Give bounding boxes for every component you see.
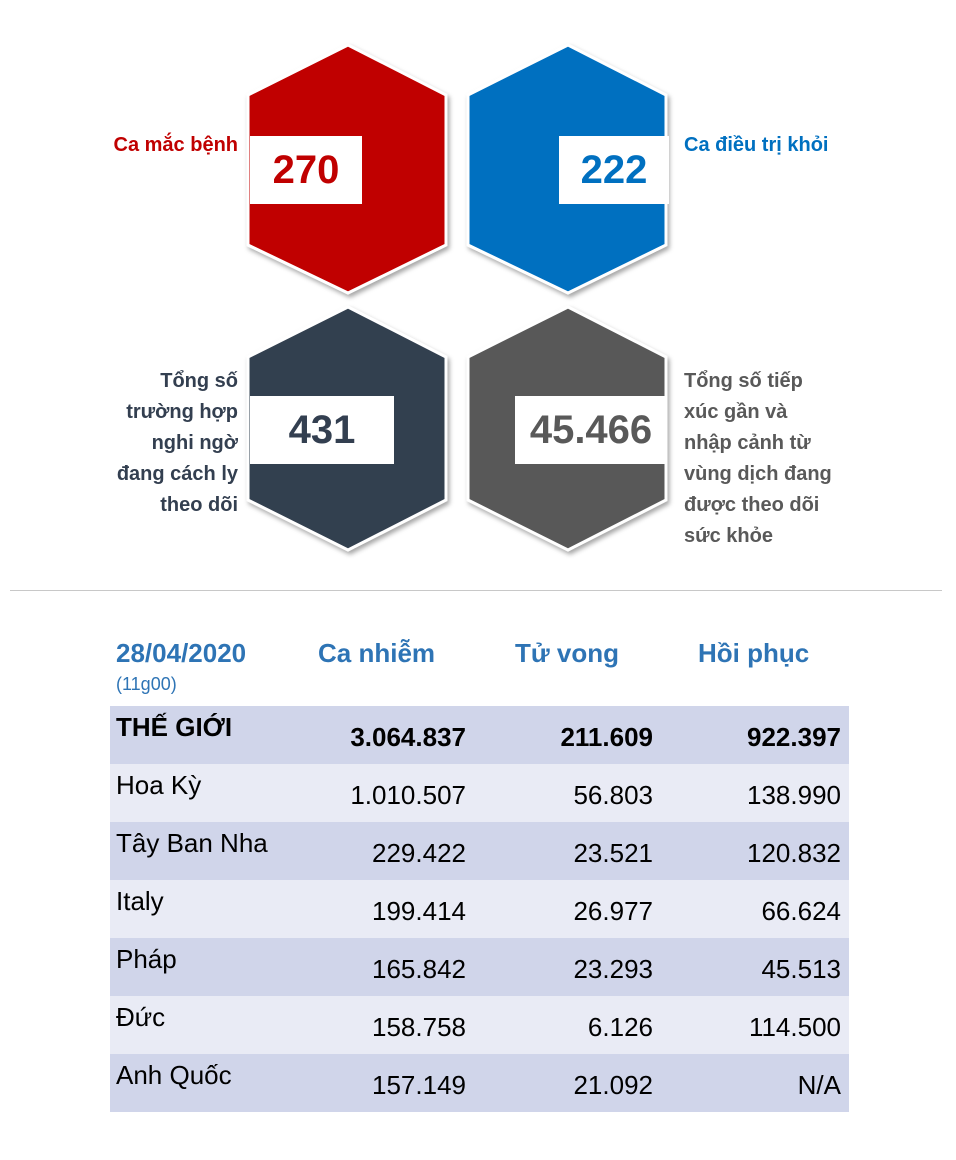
- recovered-cell: 114.500: [748, 1012, 841, 1042]
- suspected-label-line: theo dõi: [160, 494, 238, 516]
- suspected-value: 431: [250, 396, 394, 464]
- header-cases: Ca nhiễm: [318, 638, 436, 668]
- table-row: Đức 158.758 6.126 114.500: [110, 996, 849, 1054]
- deaths-cell: 211.609: [560, 722, 653, 752]
- cases-value: 270: [250, 136, 362, 204]
- cases-cell: 229.422: [372, 838, 466, 868]
- cases-cell: 165.842: [372, 954, 466, 984]
- table-row: Italy 199.414 26.977 66.624: [110, 880, 849, 938]
- country-name: Tây Ban Nha: [116, 828, 268, 858]
- suspected-label: Tổng số trường hợp nghi ngờ đang cách ly…: [60, 366, 238, 521]
- recovered-value: 222: [559, 136, 669, 204]
- contacts-label-line: Tổng số tiếp: [684, 370, 803, 392]
- country-name: Pháp: [116, 944, 177, 974]
- recovered-cell: 922.397: [747, 722, 841, 752]
- cases-cell: 157.149: [372, 1070, 466, 1100]
- deaths-cell: 56.803: [573, 780, 653, 810]
- contacts-label-line: được theo dõi: [684, 494, 820, 516]
- table-row: Pháp 165.842 23.293 45.513: [110, 938, 849, 996]
- recovered-cell: 66.624: [761, 896, 841, 926]
- contacts-label: Tổng số tiếp xúc gần và nhập cảnh từ vùn…: [684, 366, 884, 552]
- deaths-cell: 23.293: [573, 954, 653, 984]
- contacts-value: 45.466: [515, 396, 667, 464]
- country-name: Đức: [116, 1002, 166, 1032]
- suspected-label-line: đang cách ly: [116, 463, 238, 485]
- table-date: 28/04/2020: [116, 638, 247, 668]
- cases-cell: 199.414: [372, 896, 466, 926]
- deaths-cell: 26.977: [573, 896, 653, 926]
- table-time: (11g00): [116, 674, 177, 694]
- country-name: Hoa Kỳ: [116, 770, 202, 800]
- contacts-label-line: xúc gần và: [684, 401, 788, 423]
- recovered-cell: N/A: [797, 1070, 841, 1100]
- recovered-cell: 45.513: [761, 954, 841, 984]
- cases-label: Ca mắc bệnh: [113, 134, 238, 156]
- contacts-label-line: nhập cảnh từ: [684, 432, 811, 454]
- table-header: 28/04/2020 (11g00) Ca nhiễm Tử vong Hồi …: [110, 630, 849, 706]
- recovered-cell: 138.990: [747, 780, 841, 810]
- section-divider: [10, 590, 942, 591]
- country-name: Anh Quốc: [116, 1060, 232, 1090]
- country-name: Italy: [116, 886, 164, 916]
- suspected-label-line: trường hợp: [126, 401, 238, 423]
- cases-cell: 3.064.837: [350, 722, 466, 752]
- country-name: THẾ GIỚI: [116, 712, 233, 742]
- header-recovered: Hồi phục: [698, 638, 810, 668]
- header-deaths: Tử vong: [515, 638, 620, 668]
- table-row: Tây Ban Nha 229.422 23.521 120.832: [110, 822, 849, 880]
- recovered-cell: 120.832: [747, 838, 841, 868]
- table-row: Hoa Kỳ 1.010.507 56.803 138.990: [110, 764, 849, 822]
- cases-cell: 158.758: [372, 1012, 466, 1042]
- recovered-label: Ca điều trị khỏi: [684, 134, 829, 156]
- suspected-label-line: nghi ngờ: [151, 432, 238, 454]
- world-stats-table: 28/04/2020 (11g00) Ca nhiễm Tử vong Hồi …: [110, 630, 849, 1112]
- stats-panel: 270 222 431 45.466 Ca mắc bệnh Ca điều t…: [60, 43, 884, 552]
- table-row: Anh Quốc 157.149 21.092 N/A: [110, 1054, 849, 1112]
- cases-cell: 1.010.507: [350, 780, 466, 810]
- suspected-label-line: Tổng số: [160, 370, 238, 392]
- contacts-label-line: vùng dịch đang: [684, 463, 832, 485]
- deaths-cell: 23.521: [573, 838, 653, 868]
- table-row: THẾ GIỚI 3.064.837 211.609 922.397: [110, 706, 849, 764]
- contacts-label-line: sức khỏe: [684, 525, 773, 547]
- deaths-cell: 21.092: [573, 1070, 653, 1100]
- deaths-cell: 6.126: [587, 1012, 653, 1042]
